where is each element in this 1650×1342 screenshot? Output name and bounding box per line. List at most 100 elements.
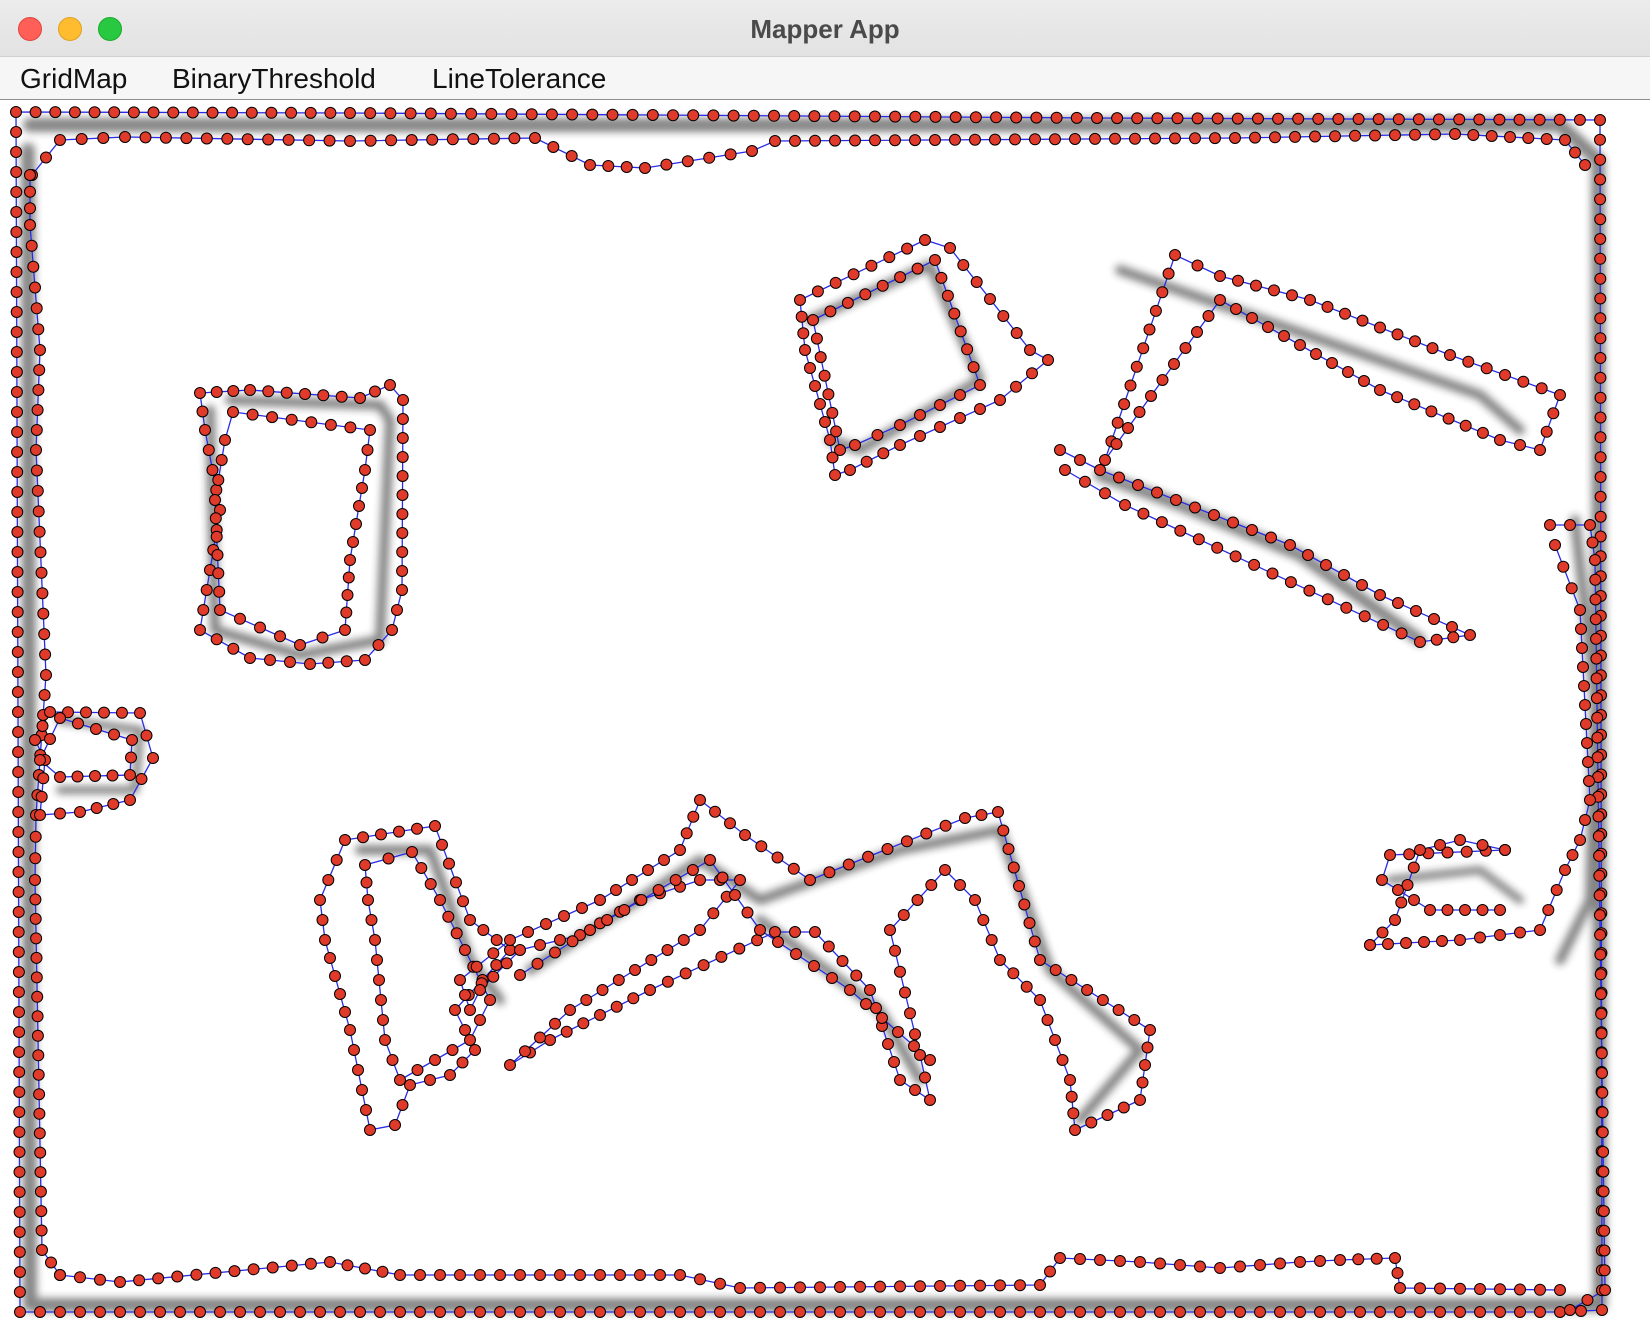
sample-point	[850, 969, 863, 982]
sample-point	[975, 809, 988, 821]
sample-point	[814, 1281, 826, 1294]
sample-point	[811, 285, 824, 298]
sample-point	[344, 135, 356, 147]
sample-point	[285, 413, 298, 426]
sample-point	[140, 729, 153, 742]
sample-point	[661, 975, 674, 988]
sample-point	[396, 432, 409, 444]
sample-point	[197, 604, 210, 616]
sample-point	[34, 344, 46, 356]
sample-point	[1576, 642, 1588, 654]
close-window-button[interactable]	[18, 17, 42, 41]
sample-point	[13, 1206, 26, 1218]
sample-point	[62, 706, 74, 719]
sample-point	[13, 1186, 26, 1198]
sample-point	[314, 1306, 326, 1318]
sample-point	[396, 470, 409, 482]
sample-point	[467, 133, 480, 145]
sample-point	[194, 387, 206, 399]
sample-point	[529, 132, 541, 144]
sample-point	[196, 405, 209, 418]
sample-point	[436, 838, 448, 851]
sample-point	[1128, 1014, 1141, 1026]
sample-point	[31, 404, 44, 416]
sample-point	[889, 134, 901, 147]
sample-point	[881, 843, 894, 855]
sample-point	[454, 1306, 466, 1318]
sample-point	[1533, 113, 1546, 126]
sample-point	[554, 1269, 566, 1281]
sample-point	[1352, 1253, 1365, 1266]
sample-point	[1374, 321, 1386, 334]
sample-point	[10, 346, 23, 358]
sample-point	[1338, 569, 1350, 581]
sample-point	[334, 988, 346, 1000]
sample-point	[1474, 1283, 1486, 1295]
minimize-window-button[interactable]	[58, 17, 82, 41]
sample-point	[39, 648, 52, 661]
sample-point	[30, 951, 43, 964]
sample-point	[265, 106, 278, 119]
sample-point	[724, 148, 737, 161]
sample-point	[116, 706, 128, 719]
sample-point	[724, 817, 736, 830]
sample-point	[841, 296, 854, 309]
sample-point	[1070, 111, 1083, 124]
sample-point	[1007, 861, 1020, 874]
sample-point	[674, 1269, 686, 1281]
sample-point	[362, 894, 374, 906]
sample-point	[1340, 601, 1353, 614]
sample-point	[1321, 300, 1334, 313]
sample-point	[1430, 633, 1443, 646]
sample-point	[914, 430, 926, 442]
sample-point	[807, 314, 819, 326]
sample-point	[558, 910, 570, 922]
sample-point	[1284, 576, 1297, 589]
sample-point	[464, 1034, 476, 1046]
sample-point	[734, 874, 746, 886]
sample-point	[487, 947, 500, 960]
sample-point	[1020, 980, 1033, 993]
sample-point	[1014, 1306, 1026, 1318]
sample-point	[1447, 631, 1460, 644]
sample-point	[514, 969, 526, 981]
sample-point	[13, 1166, 26, 1178]
sample-point	[1408, 894, 1420, 906]
sample-point	[1534, 1306, 1546, 1318]
sample-point	[214, 1306, 226, 1318]
sample-point	[396, 584, 408, 596]
sample-point	[1252, 112, 1264, 125]
sample-point	[909, 134, 921, 147]
sample-point	[994, 394, 1006, 406]
sample-point	[874, 1280, 886, 1293]
menu-linetolerance[interactable]: LineTolerance	[432, 63, 607, 94]
sample-point	[892, 1026, 904, 1038]
sample-point	[200, 584, 213, 596]
sample-point	[1480, 362, 1493, 375]
sample-point	[11, 506, 24, 518]
sample-point	[577, 1017, 590, 1030]
sample-point	[1232, 274, 1244, 287]
zoom-window-button[interactable]	[98, 17, 122, 41]
sample-point	[186, 106, 199, 119]
map-canvas[interactable]	[0, 100, 1650, 1342]
sample-point	[1559, 864, 1571, 876]
sample-point	[508, 132, 521, 145]
sample-point	[612, 974, 625, 986]
sample-point	[34, 809, 46, 821]
sample-point	[862, 850, 875, 863]
sample-point	[829, 469, 841, 481]
sample-point	[1414, 1282, 1426, 1295]
menu-binarythreshold[interactable]: BinaryThreshold	[172, 63, 376, 94]
sample-point	[1109, 132, 1121, 145]
sample-point	[823, 866, 836, 879]
sample-point	[1592, 810, 1605, 823]
sample-point	[262, 385, 275, 398]
sample-point	[1564, 1304, 1576, 1316]
menu-gridmap[interactable]: GridMap	[20, 63, 128, 94]
sample-point	[54, 1269, 66, 1281]
sample-point	[152, 1272, 165, 1285]
sample-point	[385, 134, 398, 147]
sample-point	[12, 706, 24, 718]
window-title: Mapper App	[750, 14, 900, 44]
